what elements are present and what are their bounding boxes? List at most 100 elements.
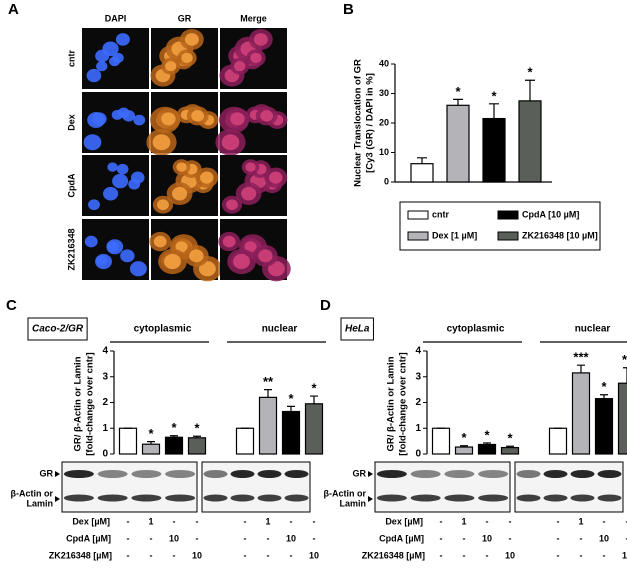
blot-band	[257, 470, 282, 478]
blot-band	[597, 494, 622, 502]
blot-label: GR	[353, 468, 367, 478]
treatment-label: ZK216348 [µM]	[49, 550, 112, 560]
nucleus	[165, 61, 177, 72]
nucleus	[176, 162, 187, 172]
blot-band	[165, 494, 196, 502]
nucleus	[241, 186, 257, 201]
nucleus	[267, 261, 285, 277]
y-tick-label: 10	[379, 147, 389, 157]
treatment-level: -	[127, 550, 130, 560]
nucleus	[122, 110, 136, 122]
treatment-level: -	[486, 516, 489, 526]
cell-line-box	[340, 317, 374, 341]
bar	[118, 427, 138, 455]
group-label: cytoplasmic	[447, 324, 505, 335]
treatment-level: -	[173, 550, 176, 560]
bar	[164, 436, 184, 455]
significance: *	[461, 430, 467, 445]
blot-band	[543, 494, 568, 502]
group-label: cytoplasmic	[134, 324, 192, 335]
blot-band	[284, 494, 309, 502]
significance: *	[484, 427, 490, 442]
treatment-level: -	[244, 550, 247, 560]
treatment-level: -	[603, 550, 606, 560]
legend-label: CpdA [10 µM]	[522, 209, 579, 219]
blot-arrow	[368, 496, 373, 502]
treatment-level: -	[196, 533, 199, 543]
treatment-level: 10	[192, 550, 202, 560]
blot-band	[376, 494, 407, 502]
nucleus	[161, 112, 176, 126]
nucleus	[115, 33, 130, 46]
y-tick-label: 0	[102, 449, 108, 460]
blot-band	[230, 494, 255, 502]
blot-band	[516, 494, 541, 502]
bar	[454, 446, 474, 455]
treatment-level: 10	[286, 533, 296, 543]
treatment-level: 1	[148, 516, 153, 526]
treatment-level: -	[173, 516, 176, 526]
blot-band	[284, 470, 309, 478]
treatment-level: 10	[599, 533, 609, 543]
nucleus	[260, 110, 274, 122]
y-tick-label: 0	[384, 176, 389, 186]
blot-band	[131, 494, 162, 502]
legend-swatch	[407, 210, 429, 220]
bar	[141, 443, 161, 455]
nucleus	[120, 249, 135, 263]
blot-label: β-Actin or	[11, 488, 54, 498]
bar	[235, 427, 255, 455]
bar	[304, 403, 324, 455]
blot-band	[444, 494, 475, 502]
panel-label: A	[8, 1, 19, 18]
treatment-label: Dex [µM]	[385, 516, 423, 526]
panel-label: C	[6, 297, 17, 314]
bar	[518, 100, 542, 183]
column-header: Merge	[240, 13, 267, 23]
nucleus	[233, 253, 250, 270]
blot-label: Lamin	[26, 498, 53, 508]
y-axis-label: [fold-change over cntr]	[85, 352, 96, 455]
nucleus	[83, 134, 102, 151]
y-tick-label: 1	[102, 423, 108, 434]
legend-label: ZK216348 [10 µM]	[522, 230, 598, 240]
nucleus	[250, 52, 262, 64]
blot-arrow	[55, 471, 60, 477]
nucleus	[234, 61, 246, 72]
cell-line-box	[27, 317, 88, 341]
nucleus	[131, 171, 145, 184]
row-label: ZK216348	[66, 228, 76, 270]
y-tick-label: 40	[379, 58, 389, 68]
treatment-level: -	[244, 533, 247, 543]
blot-band	[570, 470, 595, 478]
blot-band	[478, 470, 509, 478]
group-label: nuclear	[575, 324, 611, 335]
error-bar	[310, 395, 318, 404]
y-tick-label: 4	[102, 346, 108, 357]
treatment-level: -	[290, 516, 293, 526]
error-bar	[489, 103, 499, 119]
treatment-level: -	[267, 550, 270, 560]
significance: *	[148, 426, 154, 441]
blot-band	[516, 470, 541, 478]
y-axis-label: GR/ β-Actin or Lamin	[386, 356, 397, 451]
blot-band	[203, 494, 228, 502]
significance: *	[527, 65, 533, 80]
nucleus	[184, 33, 199, 46]
blot-band	[597, 470, 622, 478]
treatment-level: -	[509, 533, 512, 543]
nucleus	[200, 171, 214, 184]
nucleus	[221, 134, 240, 151]
treatment-label: CpdA [µM]	[379, 533, 424, 543]
legend-swatch	[497, 231, 519, 241]
treatment-level: -	[440, 516, 443, 526]
treatment-level: 10	[482, 533, 492, 543]
treatment-level: -	[127, 516, 130, 526]
treatment-label: Dex [µM]	[72, 516, 110, 526]
significance: *	[194, 421, 200, 436]
nucleus	[189, 249, 204, 263]
treatment-level: -	[440, 550, 443, 560]
blot-band	[257, 494, 282, 502]
nucleus	[181, 52, 193, 64]
